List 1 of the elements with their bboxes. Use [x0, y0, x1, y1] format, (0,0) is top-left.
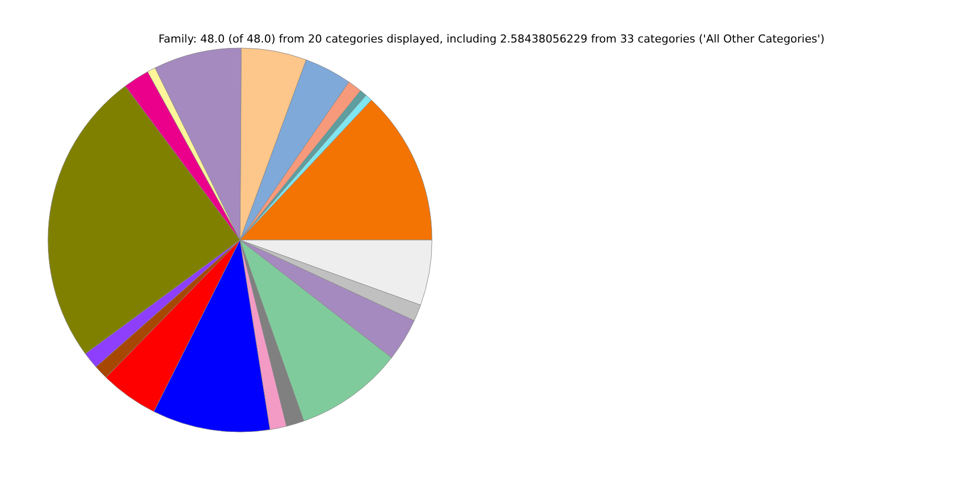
text: Family: 48.0 (of 48.0) from 20 categories displayed, including 2.58438056229 from 33 categories ('All Other Categories') [158, 32, 825, 46]
